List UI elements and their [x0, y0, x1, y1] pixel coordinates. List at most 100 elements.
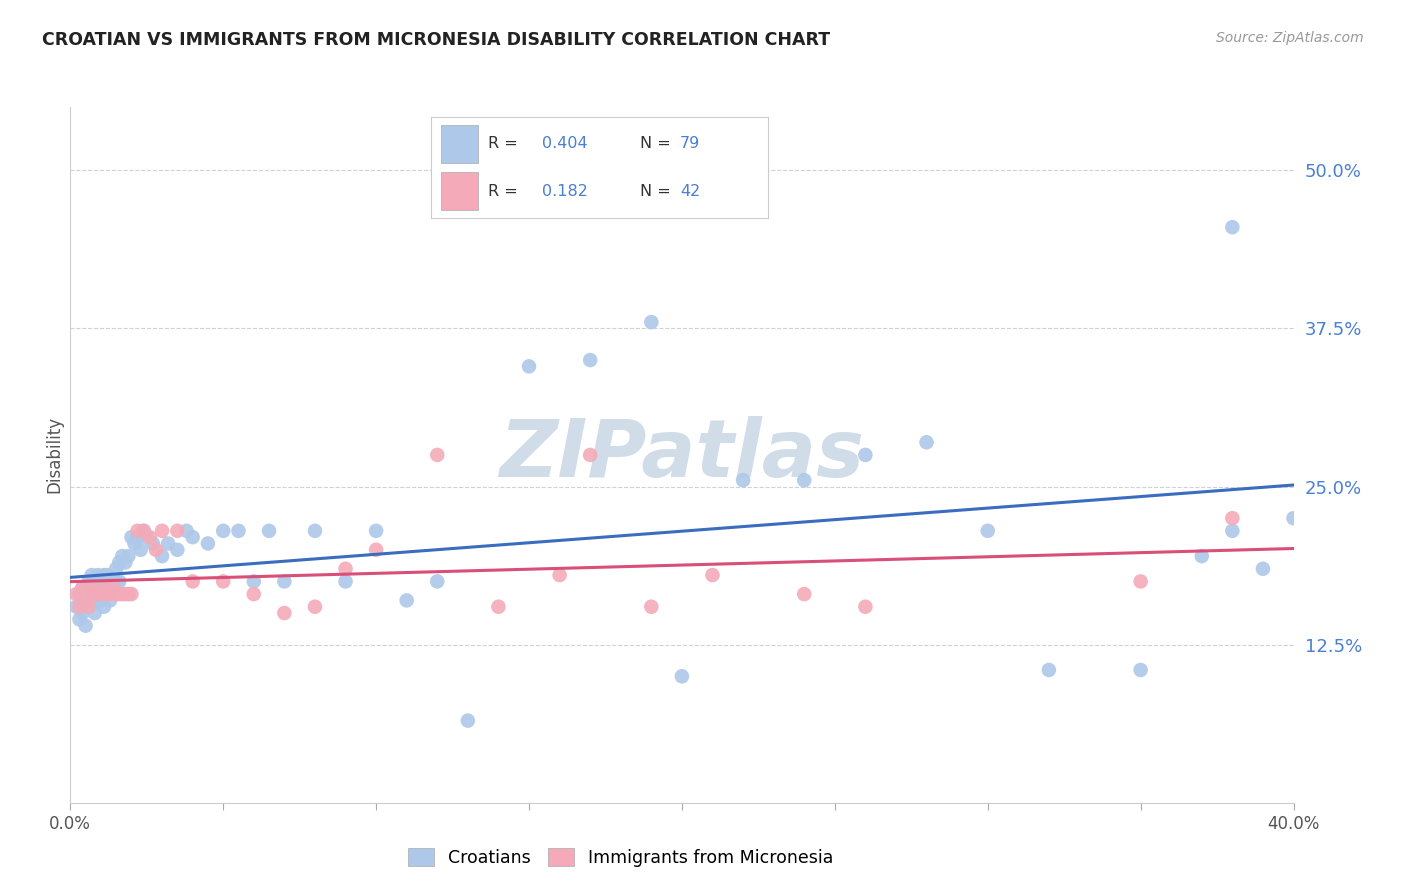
- Point: [77, 593, 100, 607]
- Point: [90, 574, 112, 589]
- Point: [87, 593, 110, 607]
- Point: [121, 530, 143, 544]
- Text: CROATIAN VS IMMIGRANTS FROM MICRONESIA DISABILITY CORRELATION CHART: CROATIAN VS IMMIGRANTS FROM MICRONESIA D…: [42, 31, 831, 49]
- Point: [640, 315, 662, 329]
- Point: [855, 448, 877, 462]
- Point: [69, 612, 91, 626]
- Point: [135, 530, 157, 544]
- Point: [124, 536, 146, 550]
- Point: [65, 599, 87, 614]
- Point: [83, 606, 105, 620]
- Point: [87, 587, 110, 601]
- Point: [579, 448, 602, 462]
- Point: [1129, 574, 1152, 589]
- Point: [75, 618, 97, 632]
- Point: [90, 587, 112, 601]
- Point: [793, 587, 815, 601]
- Point: [304, 524, 326, 538]
- Point: [72, 606, 94, 620]
- Point: [273, 606, 295, 620]
- Point: [733, 473, 755, 487]
- Point: [83, 587, 105, 601]
- Point: [976, 524, 998, 538]
- Point: [426, 448, 449, 462]
- Point: [366, 524, 388, 538]
- Point: [80, 593, 103, 607]
- Point: [121, 587, 143, 601]
- Point: [96, 587, 118, 601]
- Point: [139, 530, 162, 544]
- Point: [517, 359, 540, 374]
- Point: [105, 562, 128, 576]
- Y-axis label: Disability: Disability: [45, 417, 63, 493]
- Point: [157, 536, 180, 550]
- Point: [671, 669, 693, 683]
- Point: [142, 536, 165, 550]
- Point: [212, 574, 235, 589]
- Point: [335, 562, 357, 576]
- Point: [181, 574, 204, 589]
- Point: [83, 593, 105, 607]
- Point: [132, 524, 155, 538]
- Point: [1220, 524, 1243, 538]
- Point: [77, 574, 100, 589]
- Point: [87, 568, 110, 582]
- Point: [243, 587, 266, 601]
- Point: [98, 593, 121, 607]
- Point: [114, 556, 136, 570]
- Point: [96, 581, 118, 595]
- Point: [69, 599, 91, 614]
- Point: [1282, 511, 1305, 525]
- Point: [1038, 663, 1060, 677]
- Point: [181, 530, 204, 544]
- Point: [1251, 562, 1274, 576]
- Point: [108, 556, 131, 570]
- Point: [145, 542, 167, 557]
- Point: [101, 581, 124, 595]
- Legend: Croatians, Immigrants from Micronesia: Croatians, Immigrants from Micronesia: [401, 841, 841, 874]
- Point: [166, 524, 188, 538]
- Point: [212, 524, 235, 538]
- Point: [93, 581, 115, 595]
- Point: [366, 542, 388, 557]
- Point: [335, 574, 357, 589]
- Point: [75, 593, 97, 607]
- Point: [83, 574, 105, 589]
- Point: [132, 524, 155, 538]
- Point: [111, 549, 134, 563]
- Point: [93, 581, 115, 595]
- Point: [90, 593, 112, 607]
- Point: [65, 587, 87, 601]
- Point: [129, 542, 152, 557]
- Point: [579, 353, 602, 368]
- Point: [80, 581, 103, 595]
- Point: [1220, 511, 1243, 525]
- Point: [150, 524, 173, 538]
- Point: [127, 530, 149, 544]
- Point: [77, 599, 100, 614]
- Point: [101, 581, 124, 595]
- Point: [98, 587, 121, 601]
- Point: [98, 574, 121, 589]
- Point: [488, 599, 510, 614]
- Point: [1191, 549, 1213, 563]
- Point: [548, 568, 571, 582]
- Point: [457, 714, 479, 728]
- Point: [108, 574, 131, 589]
- Point: [1220, 220, 1243, 235]
- Point: [80, 581, 103, 595]
- Point: [915, 435, 938, 450]
- Point: [176, 524, 198, 538]
- Point: [75, 581, 97, 595]
- Point: [72, 581, 94, 595]
- Point: [150, 549, 173, 563]
- Point: [111, 587, 134, 601]
- Point: [426, 574, 449, 589]
- Point: [96, 568, 118, 582]
- Point: [855, 599, 877, 614]
- Point: [75, 593, 97, 607]
- Point: [87, 574, 110, 589]
- Point: [108, 587, 131, 601]
- Point: [80, 568, 103, 582]
- Point: [304, 599, 326, 614]
